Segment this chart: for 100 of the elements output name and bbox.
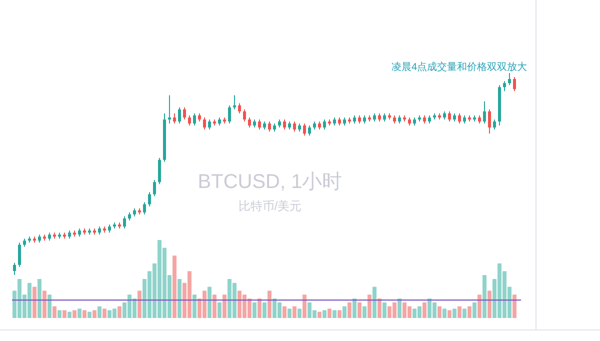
candlestick: [43, 234, 46, 241]
bar: [58, 310, 62, 318]
bar: [342, 306, 346, 318]
bar: [38, 279, 42, 318]
candlestick: [508, 73, 511, 86]
candlestick: [313, 121, 316, 130]
bar: [338, 310, 342, 318]
candlestick: [178, 107, 181, 124]
candlestick: [408, 117, 411, 126]
candlestick: [123, 216, 126, 229]
bar: [322, 310, 326, 318]
candlestick: [403, 115, 406, 122]
candlestick: [318, 121, 321, 130]
bar: [42, 290, 46, 318]
candlestick: [53, 232, 56, 239]
candlestick: [513, 77, 516, 92]
candlestick: [78, 228, 81, 237]
bar: [378, 298, 382, 318]
candlestick: [168, 95, 171, 124]
bar: [398, 298, 402, 318]
candlestick: [133, 208, 136, 216]
candlestick: [463, 115, 466, 124]
candlestick: [308, 126, 311, 136]
bar: [252, 302, 256, 318]
bar: [452, 308, 456, 318]
bar: [138, 290, 142, 318]
bar: [482, 275, 486, 318]
bar: [462, 308, 466, 318]
bar: [458, 306, 462, 318]
candlestick: [383, 113, 386, 122]
candlestick: [88, 228, 91, 235]
candlestick: [428, 115, 431, 124]
candlestick: [138, 208, 141, 214]
candlestick: [93, 228, 96, 235]
candlestick: [153, 180, 156, 196]
bar: [472, 302, 476, 318]
annotation: 凌晨4点成交量和价格双双放大: [391, 61, 527, 73]
bar: [218, 302, 222, 318]
bar: [448, 310, 452, 318]
candlestick: [498, 85, 501, 126]
bar: [82, 310, 86, 318]
candlestick: [248, 117, 251, 128]
candlestick: [213, 119, 216, 126]
bar: [262, 302, 266, 318]
bar: [102, 308, 106, 318]
candlestick: [38, 234, 41, 243]
bar: [98, 306, 102, 318]
candlestick: [468, 115, 471, 122]
candlestick: [353, 115, 356, 124]
candlestick: [173, 113, 176, 124]
candlestick: [163, 113, 166, 162]
candlestick: [418, 115, 421, 122]
bar: [352, 298, 356, 318]
candlestick: [348, 117, 351, 124]
bar: [368, 294, 372, 318]
bar: [512, 294, 516, 318]
candlestick: [128, 212, 131, 220]
bar: [332, 310, 336, 318]
candlestick: [113, 222, 116, 229]
candlestick: [83, 228, 86, 235]
candlestick: [28, 236, 31, 243]
candlestick: [338, 117, 341, 126]
bar: [92, 310, 96, 318]
candlestick: [488, 109, 491, 134]
candlestick: [388, 113, 391, 120]
bar: [292, 306, 296, 318]
bar: [178, 279, 182, 318]
candlestick: [268, 121, 271, 132]
candlestick: [298, 124, 301, 132]
bar: [362, 306, 366, 318]
candlestick: [378, 113, 381, 122]
bar: [382, 302, 386, 318]
candlestick: [273, 124, 276, 132]
bar: [48, 294, 52, 318]
bar: [488, 290, 492, 318]
candlestick: [73, 230, 76, 237]
candlestick: [473, 115, 476, 122]
candlestick: [303, 124, 306, 136]
bar: [348, 302, 352, 318]
bar: [422, 302, 426, 318]
candlestick: [103, 226, 106, 233]
bar: [68, 312, 72, 318]
candlestick: [443, 111, 446, 120]
candlestick: [293, 121, 296, 132]
bar: [32, 286, 36, 318]
candlestick: [118, 222, 121, 229]
bar: [208, 286, 212, 318]
candlestick: [288, 121, 291, 130]
candlestick: [233, 95, 236, 110]
bar: [192, 294, 196, 318]
bar: [358, 302, 362, 318]
candlestick: [358, 115, 361, 124]
bar: [258, 298, 262, 318]
bar: [52, 306, 56, 318]
candlestick: [238, 103, 241, 114]
bar: [268, 290, 272, 318]
bar: [62, 310, 66, 318]
candlestick: [188, 115, 191, 126]
bar: [172, 256, 176, 318]
bar: [222, 294, 226, 318]
